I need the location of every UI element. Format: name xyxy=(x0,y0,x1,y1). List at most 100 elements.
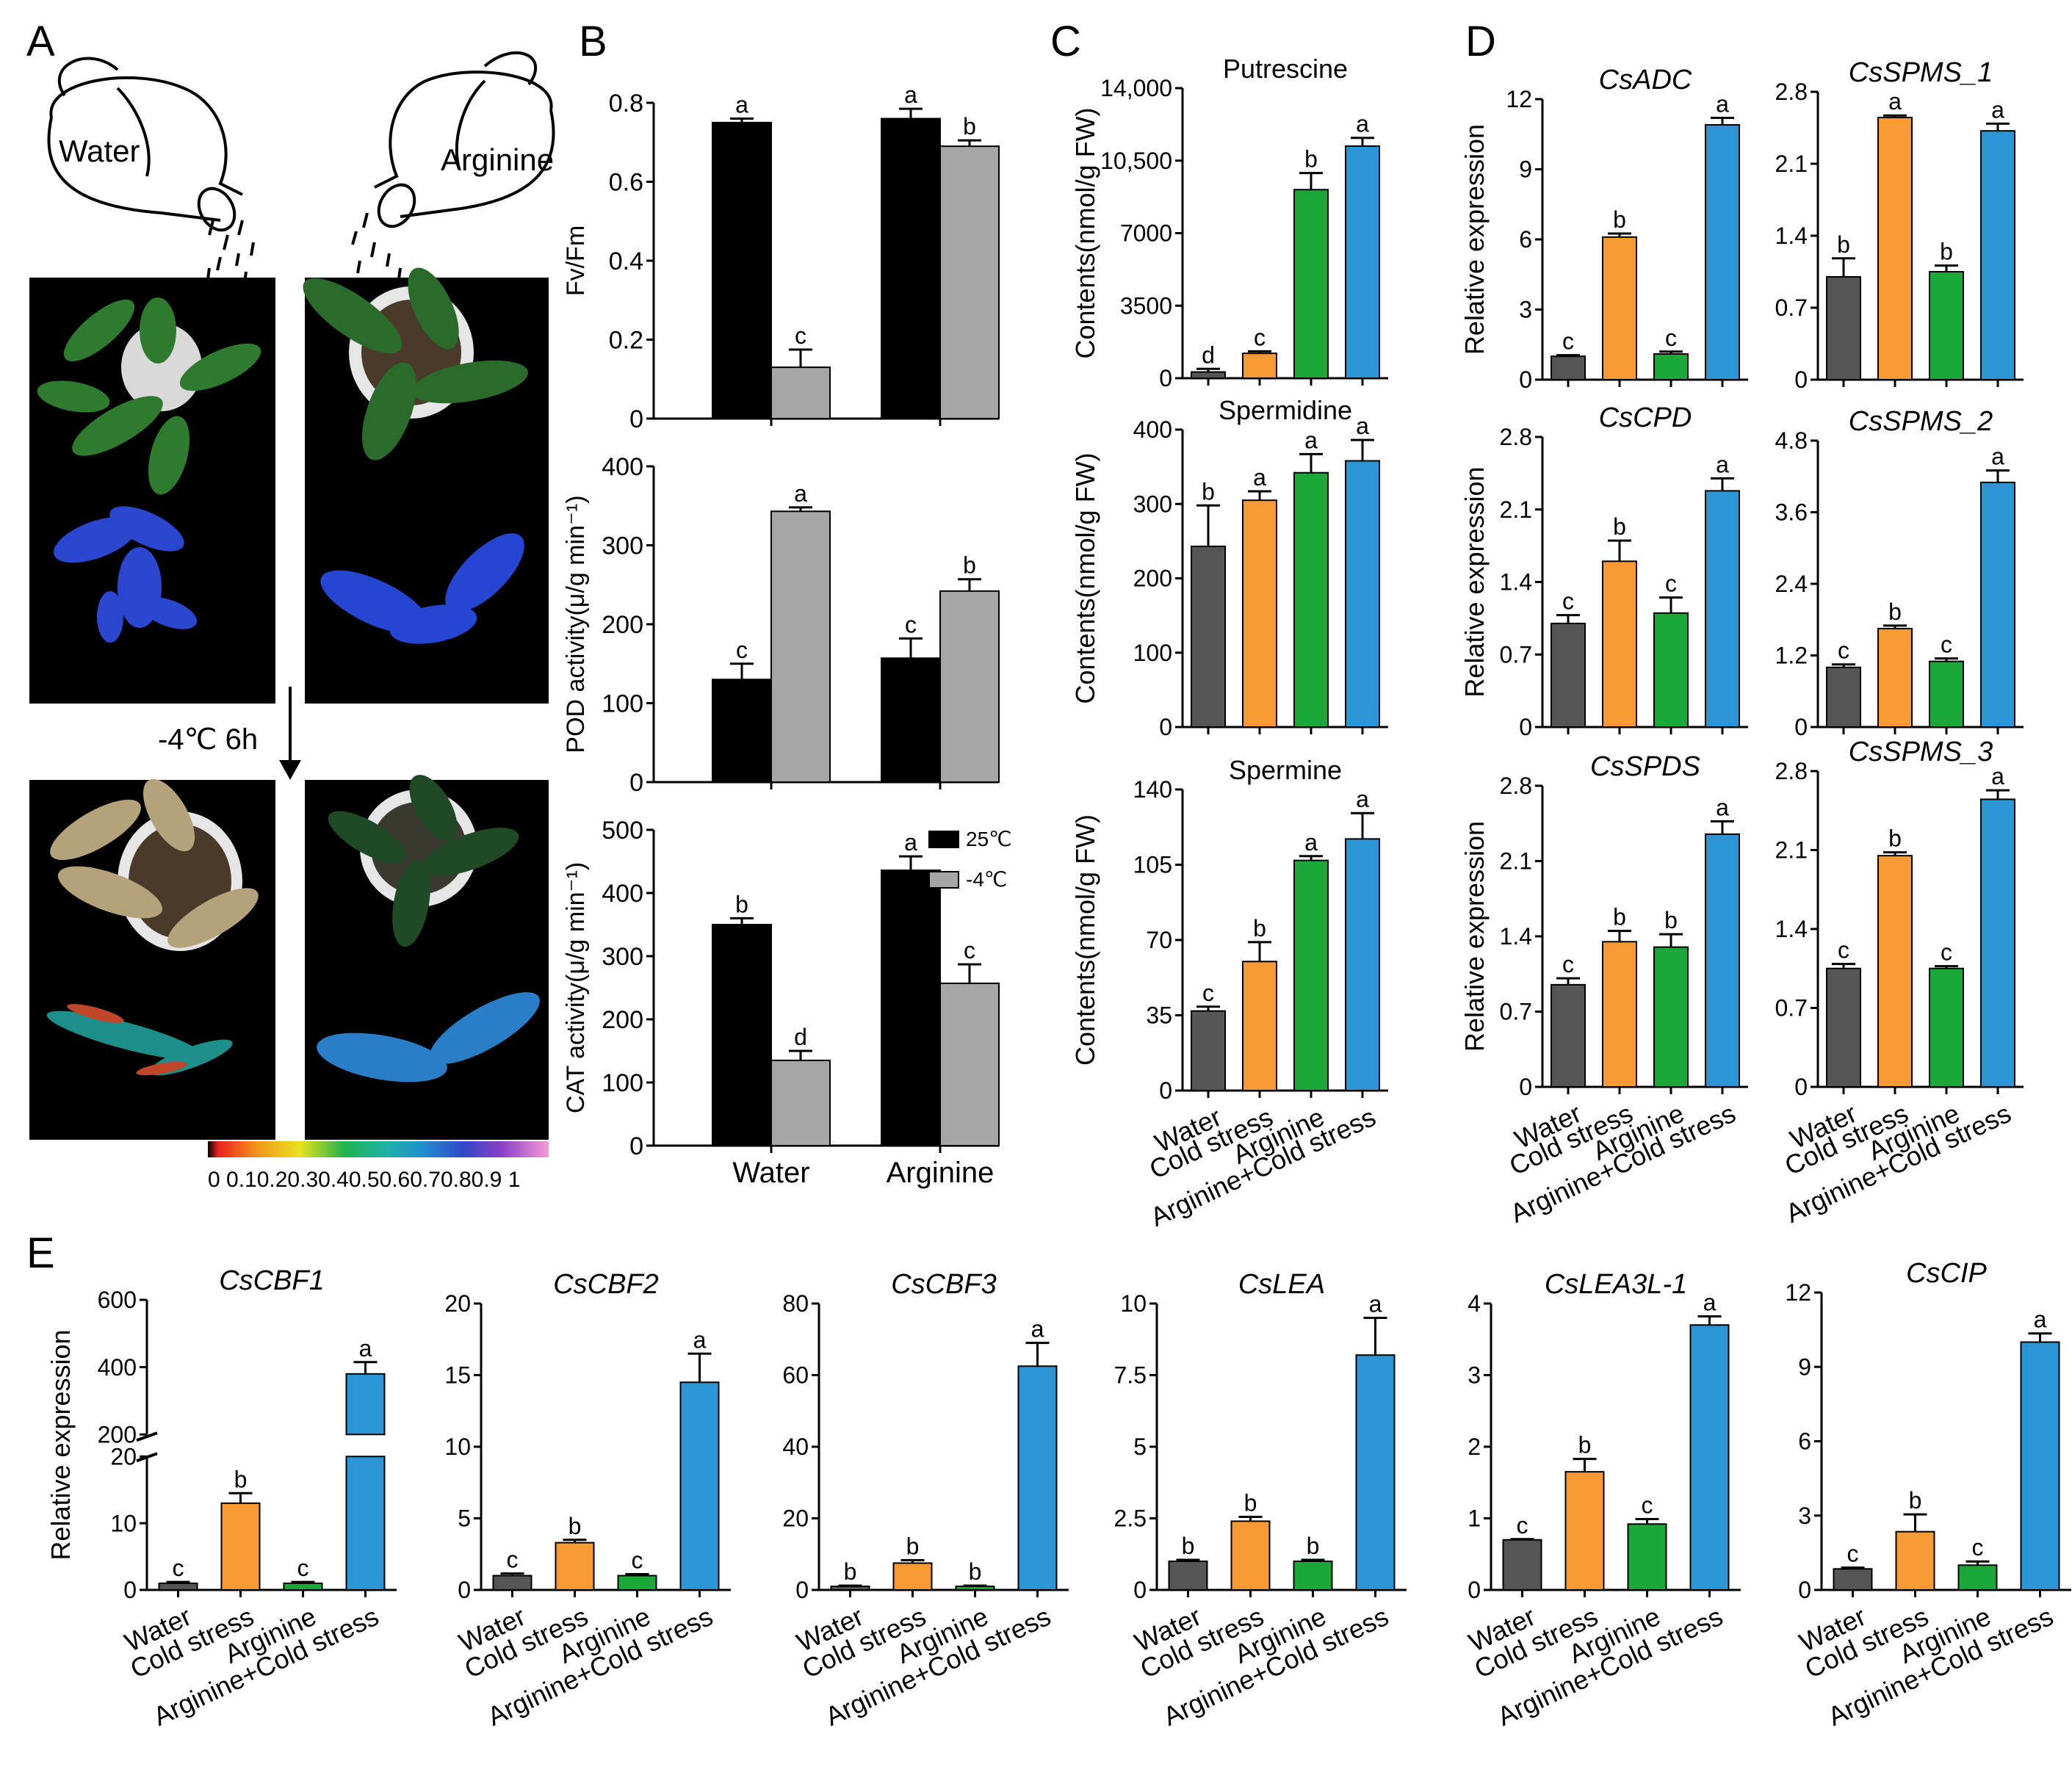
panel-label-d: D xyxy=(1465,18,1496,65)
y-tick-label: 9 xyxy=(1519,156,1532,183)
colorbar-labels: 0 0.10.20.30.40.50.60.70.80.9 1 xyxy=(208,1168,520,1192)
y-axis-label: CAT activity(μ/g min⁻¹) xyxy=(562,862,590,1113)
y-tick-label: 20 xyxy=(444,1290,471,1317)
y-tick-label: 0 xyxy=(1798,1577,1811,1603)
y-tick-label: 300 xyxy=(602,943,643,971)
chart-title: CsADC xyxy=(1599,65,1692,95)
y-tick-label: 400 xyxy=(602,880,643,908)
y-tick-label: 0 xyxy=(629,405,643,433)
bar xyxy=(1191,545,1226,729)
significance-letter: c xyxy=(795,322,806,349)
chart-title: CsSPMS_1 xyxy=(1849,57,1993,88)
significance-letter: b xyxy=(234,1466,248,1492)
y-tick-label: 20 xyxy=(782,1505,809,1532)
significance-letter: b xyxy=(1202,478,1215,505)
y-tick-label: 40 xyxy=(782,1434,809,1460)
significance-letter: a xyxy=(735,92,748,118)
significance-letter: a xyxy=(1703,1290,1717,1316)
significance-letter: c xyxy=(964,937,975,964)
photo-water-before xyxy=(29,278,275,704)
y-tick-label: 5 xyxy=(1133,1434,1147,1460)
significance-letter: c xyxy=(1562,588,1574,615)
y-tick-label: 3 xyxy=(1798,1503,1811,1529)
bar xyxy=(939,982,1000,1146)
bar xyxy=(1877,627,1913,728)
chart-b2: 0 100 200 300 400 POD activity(μ/g min⁻¹) c c a b xyxy=(562,453,1000,797)
y-tick-label: 14,000 xyxy=(1100,75,1172,101)
significance-letter: a xyxy=(1031,1316,1044,1342)
water-droplets-right xyxy=(351,212,402,280)
significance-letter: c xyxy=(632,1547,643,1574)
chart-title: CsSPMS_2 xyxy=(1849,406,1993,437)
y-tick-label: 3 xyxy=(1468,1362,1481,1389)
significance-letter: c xyxy=(905,611,917,637)
photo-arginine-after xyxy=(305,775,549,1140)
bar xyxy=(1689,1324,1730,1591)
y-axis-label: Relative expression xyxy=(1459,821,1490,1052)
bar xyxy=(1895,1530,1935,1591)
bar xyxy=(881,870,941,1147)
significance-letter: c xyxy=(1847,1541,1859,1567)
y-tick-label: 300 xyxy=(602,532,643,560)
significance-letter: c xyxy=(1838,937,1849,964)
bar xyxy=(1929,660,1964,728)
bar xyxy=(345,1373,386,1436)
bar xyxy=(1551,983,1586,1088)
chart-title: Putrescine xyxy=(1223,54,1348,84)
bar xyxy=(1602,236,1637,381)
significance-letter: c xyxy=(1665,571,1677,597)
y-tick-label: 10,500 xyxy=(1100,148,1172,174)
y-tick-label: 100 xyxy=(1133,640,1172,666)
significance-letter: a xyxy=(1716,794,1729,820)
significance-letter: c xyxy=(1665,325,1677,351)
panel-label-c: C xyxy=(1050,18,1081,65)
significance-letter: b xyxy=(1578,1432,1592,1458)
bar xyxy=(1230,1520,1271,1591)
y-tick-label: 5 xyxy=(458,1505,471,1532)
y-tick-label: 0 xyxy=(1133,1577,1147,1603)
bar xyxy=(1602,941,1637,1088)
chart-c2: 0100200300400baaaSpermidineContents(nmol… xyxy=(1070,395,1388,740)
y-tick-label: 1.4 xyxy=(1500,923,1532,950)
can-label-arginine: Arginine xyxy=(441,142,554,177)
bar xyxy=(1980,481,2015,728)
bar xyxy=(1551,355,1586,380)
y-tick-label: 2.8 xyxy=(1500,424,1532,450)
bar xyxy=(679,1381,720,1591)
y-tick-label: 400 xyxy=(98,1354,137,1381)
significance-letter: c xyxy=(1972,1534,1984,1561)
bar xyxy=(830,1586,870,1591)
significance-letter: b xyxy=(1613,206,1626,233)
y-tick-label: 500 xyxy=(602,817,643,845)
significance-letter: b xyxy=(1940,239,1953,265)
y-tick-label: 0 xyxy=(1468,1577,1481,1603)
significance-letter: b xyxy=(1888,599,1902,625)
significance-letter: c xyxy=(297,1555,309,1581)
significance-letter: a xyxy=(1304,427,1318,453)
y-tick-label: 3.6 xyxy=(1775,499,1808,526)
bar xyxy=(881,118,941,419)
chart-title: Spermidine xyxy=(1219,395,1352,425)
bar xyxy=(770,1059,831,1147)
y-tick-label: 0.7 xyxy=(1775,294,1808,321)
y-tick-label: 0 xyxy=(629,1132,643,1160)
y-tick-label: 200 xyxy=(602,611,643,639)
y-tick-label: 0 xyxy=(1159,1077,1172,1104)
significance-letter: b xyxy=(1613,904,1626,930)
y-axis-label: POD activity(μ/g min⁻¹) xyxy=(562,495,590,753)
y-tick-label: 10 xyxy=(110,1510,137,1536)
y-tick-label: 2.8 xyxy=(1500,773,1532,799)
treatment-arrow xyxy=(279,687,301,780)
bar xyxy=(1877,855,1913,1088)
y-tick-label: 0 xyxy=(795,1577,809,1603)
legend-swatch xyxy=(928,871,959,889)
bar xyxy=(1293,189,1329,379)
panel-label-b: B xyxy=(579,18,607,65)
y-tick-label: 0.7 xyxy=(1500,999,1532,1025)
significance-letter: a xyxy=(904,82,917,108)
significance-letter: c xyxy=(507,1547,519,1573)
